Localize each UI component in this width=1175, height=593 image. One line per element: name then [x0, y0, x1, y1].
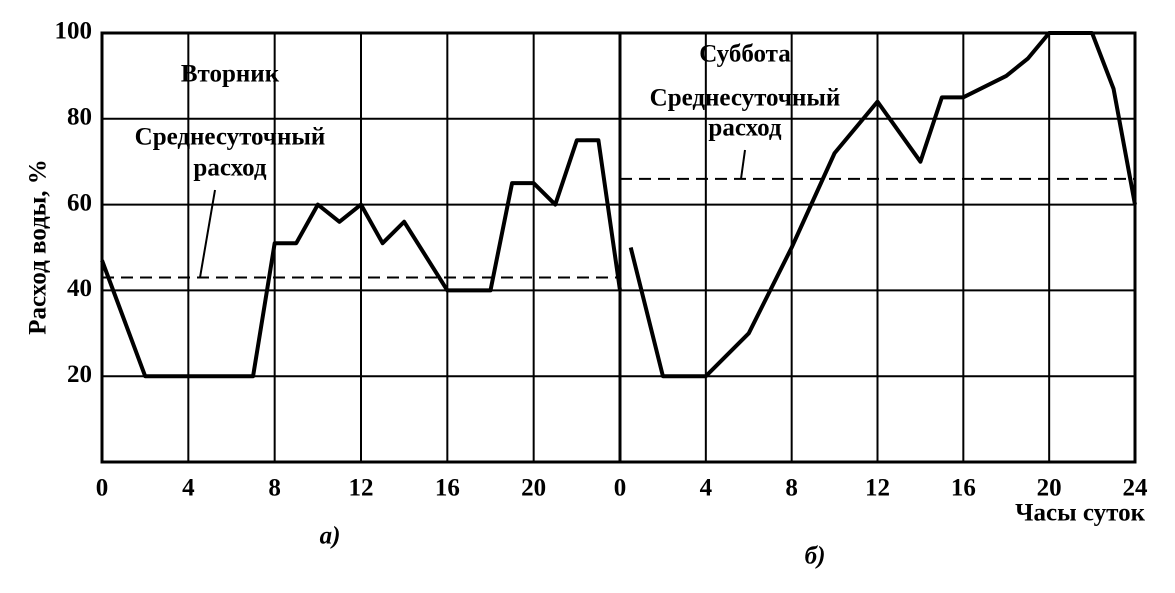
x-tick-label: 12 [865, 475, 890, 502]
x-tick-label: 8 [785, 475, 798, 502]
y-tick-label: 20 [67, 361, 92, 388]
leader [199, 189, 216, 278]
y-axis-label: Расход воды, % [25, 159, 52, 335]
panel-label: а) [320, 523, 341, 550]
data-line [100, 138, 622, 379]
data-line [628, 31, 1137, 379]
mean-label: Среднесуточный [135, 124, 326, 151]
x-tick-label: 4 [700, 475, 713, 502]
x-tick-label: 20 [1037, 475, 1062, 502]
x-tick-label: 20 [521, 475, 546, 502]
x-axis-label: Часы суток [1015, 500, 1145, 527]
mean-label: расход [193, 155, 266, 182]
x-tick-label: 0 [614, 475, 627, 502]
x-tick-label: 16 [951, 475, 976, 502]
x-tick-label: 8 [268, 475, 281, 502]
x-tick-label: 4 [182, 475, 195, 502]
mean-label: расход [708, 115, 781, 142]
y-tick-label: 60 [67, 189, 92, 216]
y-tick-label: 40 [67, 275, 92, 302]
x-tick-label: 12 [349, 475, 374, 502]
x-tick-label: 0 [96, 475, 109, 502]
panel-label: б) [805, 543, 826, 570]
leader [740, 149, 746, 179]
x-tick-label: 24 [1123, 475, 1149, 502]
annotation: Вторник [181, 61, 280, 88]
annotation: Суббота [699, 41, 791, 68]
y-tick-label: 80 [67, 104, 92, 131]
y-tick-label: 100 [55, 18, 93, 45]
mean-label: Среднесуточный [650, 85, 841, 112]
x-tick-label: 16 [435, 475, 460, 502]
